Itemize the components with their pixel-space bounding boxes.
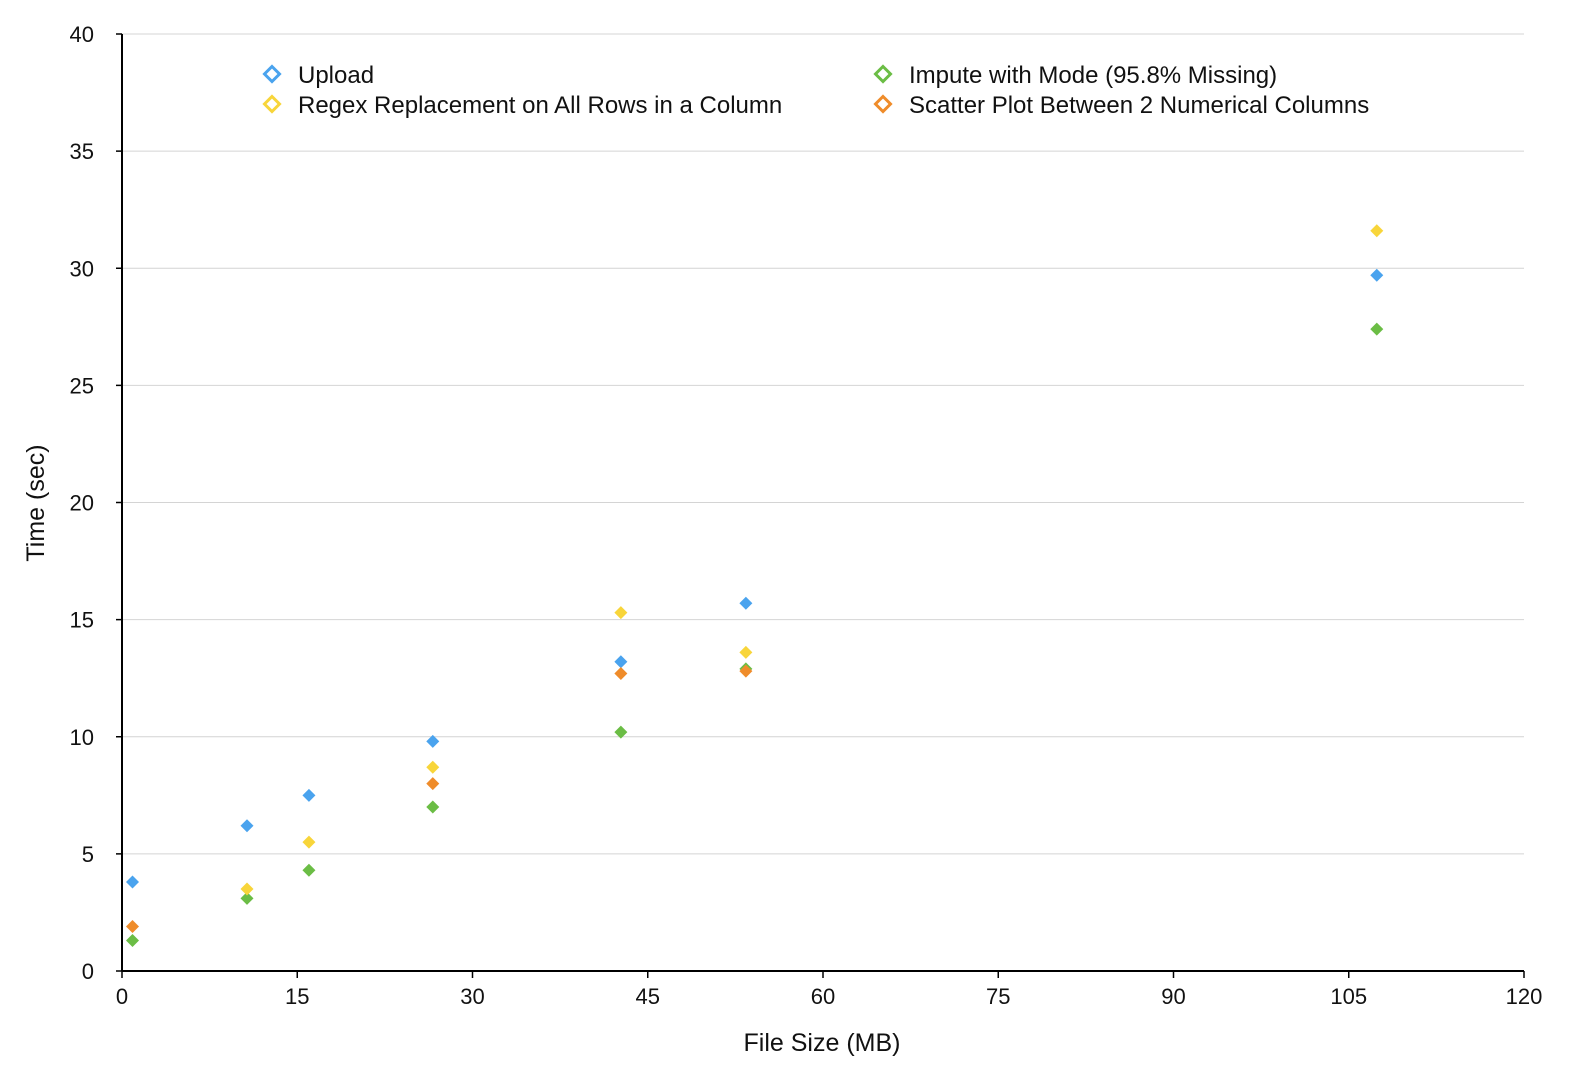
y-tick-label: 20 [70, 491, 94, 516]
y-tick-label: 25 [70, 373, 94, 398]
x-tick-label: 90 [1161, 984, 1185, 1009]
legend-item: Impute with Mode (95.8% Missing) [873, 62, 1277, 89]
data-point [614, 606, 628, 620]
y-tick-label: 15 [70, 608, 94, 633]
legend-marker [873, 94, 893, 114]
data-point [240, 819, 254, 833]
data-point [426, 777, 440, 791]
series-2-points [240, 224, 1384, 896]
y-tick-label: 10 [70, 725, 94, 750]
data-point [302, 788, 316, 802]
data-point [739, 664, 753, 678]
y-tick-label: 35 [70, 139, 94, 164]
data-point [426, 800, 440, 814]
data-point [739, 596, 753, 610]
gridlines [122, 33, 1524, 855]
x-tick-label: 105 [1330, 984, 1367, 1009]
y-tick-label: 30 [70, 256, 94, 281]
x-tick-label: 15 [285, 984, 309, 1009]
legend: Upload Impute with Mode (95.8% Missing) Re… [262, 62, 1369, 119]
x-axis-ticks: 0 15 30 45 60 75 90 105 120 [116, 971, 1542, 1009]
data-point [240, 882, 254, 896]
data-point [126, 875, 140, 889]
data-point [1370, 268, 1384, 282]
data-point [1370, 224, 1384, 238]
legend-item: Scatter Plot Between 2 Numerical Columns [873, 92, 1369, 119]
series-0-points [126, 268, 1384, 889]
data-point [739, 645, 753, 659]
x-tick-label: 75 [986, 984, 1010, 1009]
legend-item: Upload [262, 62, 374, 89]
x-tick-label: 60 [811, 984, 835, 1009]
data-point [614, 667, 628, 681]
legend-item: Regex Replacement on All Rows in a Colum… [262, 92, 782, 119]
legend-label: Impute with Mode (95.8% Missing) [909, 62, 1277, 89]
x-tick-label: 0 [116, 984, 128, 1009]
legend-marker [262, 94, 282, 114]
y-tick-label: 40 [70, 22, 94, 47]
legend-marker [262, 64, 282, 84]
data-point [614, 655, 628, 669]
data-point [240, 891, 254, 905]
x-axis-title: File Size (MB) [744, 1029, 901, 1057]
y-tick-label: 0 [82, 959, 94, 984]
legend-label: Upload [298, 62, 374, 89]
data-point [126, 919, 140, 933]
y-axis-title: Time (sec) [22, 444, 50, 561]
data-point [426, 734, 440, 748]
data-point [302, 835, 316, 849]
x-tick-label: 45 [636, 984, 660, 1009]
y-tick-label: 5 [82, 842, 94, 867]
data-point [302, 863, 316, 877]
legend-label: Regex Replacement on All Rows in a Colum… [298, 92, 782, 119]
x-tick-label: 30 [460, 984, 484, 1009]
data-point [614, 725, 628, 739]
data-point [126, 934, 140, 948]
data-points [126, 224, 1384, 948]
legend-label: Scatter Plot Between 2 Numerical Columns [909, 92, 1369, 119]
y-axis-ticks: 0 5 10 15 20 25 30 35 40 [70, 22, 122, 984]
legend-marker [873, 64, 893, 84]
series-3-points [126, 664, 753, 933]
data-point [1370, 322, 1384, 336]
series-1-points [126, 322, 1384, 948]
data-point [426, 760, 440, 774]
x-tick-label: 120 [1506, 984, 1543, 1009]
